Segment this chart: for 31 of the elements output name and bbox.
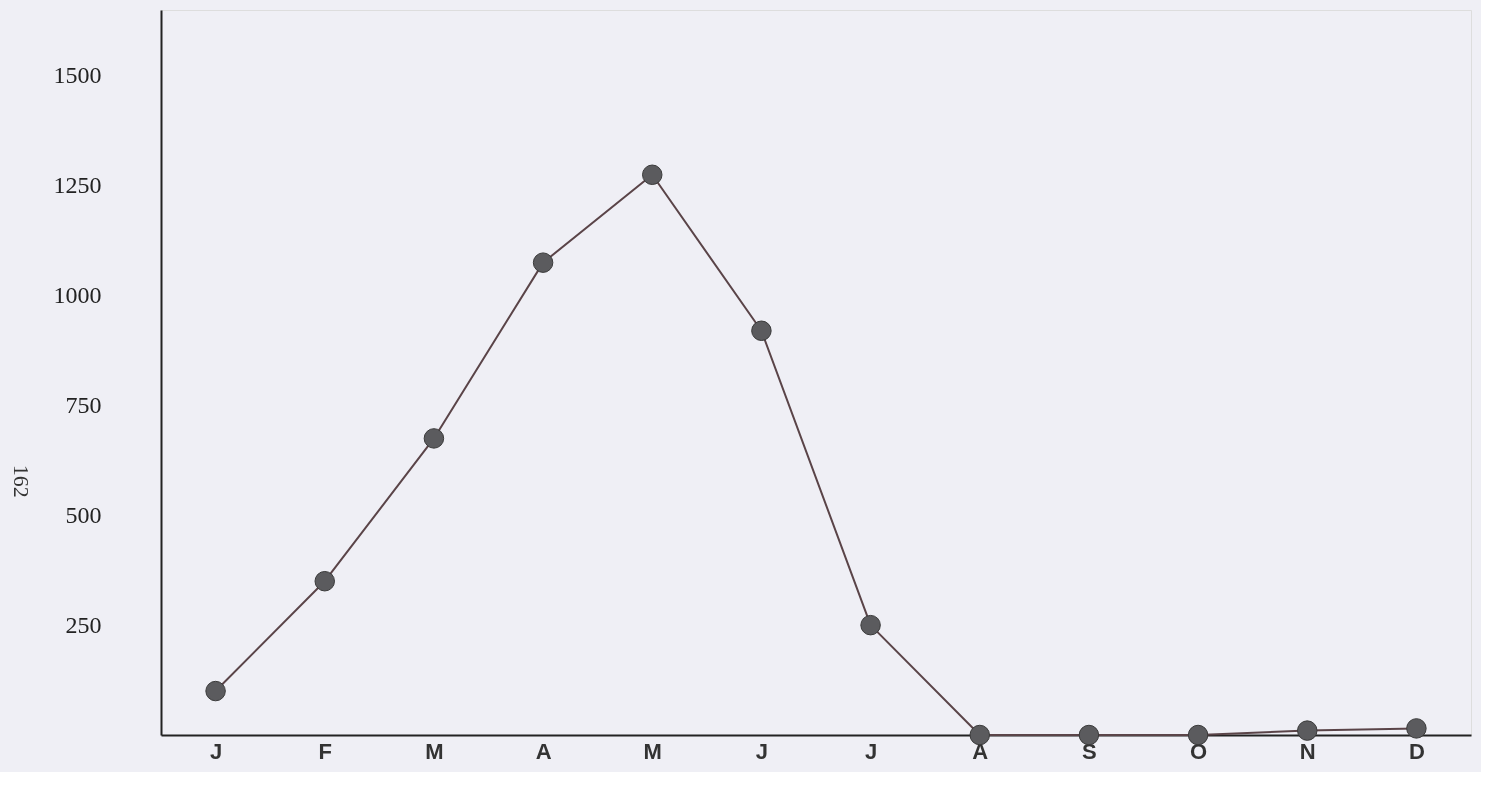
x-tick-label: J <box>209 738 223 764</box>
point <box>860 614 881 636</box>
x-tick-label: S <box>1082 738 1097 764</box>
x-tick-label: F <box>318 738 332 764</box>
point <box>642 164 663 185</box>
x-tick-label: A <box>972 738 989 764</box>
point <box>1406 718 1427 739</box>
point <box>423 428 445 449</box>
y-tick-label: 750 <box>65 391 102 418</box>
x-tick-label: M <box>643 738 662 764</box>
y-tick-label: 250 <box>65 611 102 638</box>
x-tick-label: D <box>1408 738 1425 764</box>
x-tick-label: M <box>425 738 444 764</box>
text: 162 <box>9 464 34 498</box>
y-tick-label: 500 <box>65 501 102 528</box>
point <box>751 320 772 341</box>
x-tick-label: A <box>535 738 552 764</box>
point <box>314 570 335 592</box>
point <box>1187 724 1209 746</box>
y-tick-label: 1250 <box>53 172 102 199</box>
point <box>205 680 226 702</box>
point <box>1297 720 1318 741</box>
point <box>1078 724 1100 746</box>
y-tick-label: 1000 <box>53 282 102 309</box>
point <box>532 252 554 273</box>
x-tick-label: N <box>1299 738 1316 764</box>
x-tick-label: J <box>864 738 878 764</box>
x-tick-label: O <box>1190 738 1208 764</box>
y-tick-label: 1500 <box>53 62 102 89</box>
x-tick-label: J <box>755 738 769 764</box>
point <box>969 724 990 746</box>
